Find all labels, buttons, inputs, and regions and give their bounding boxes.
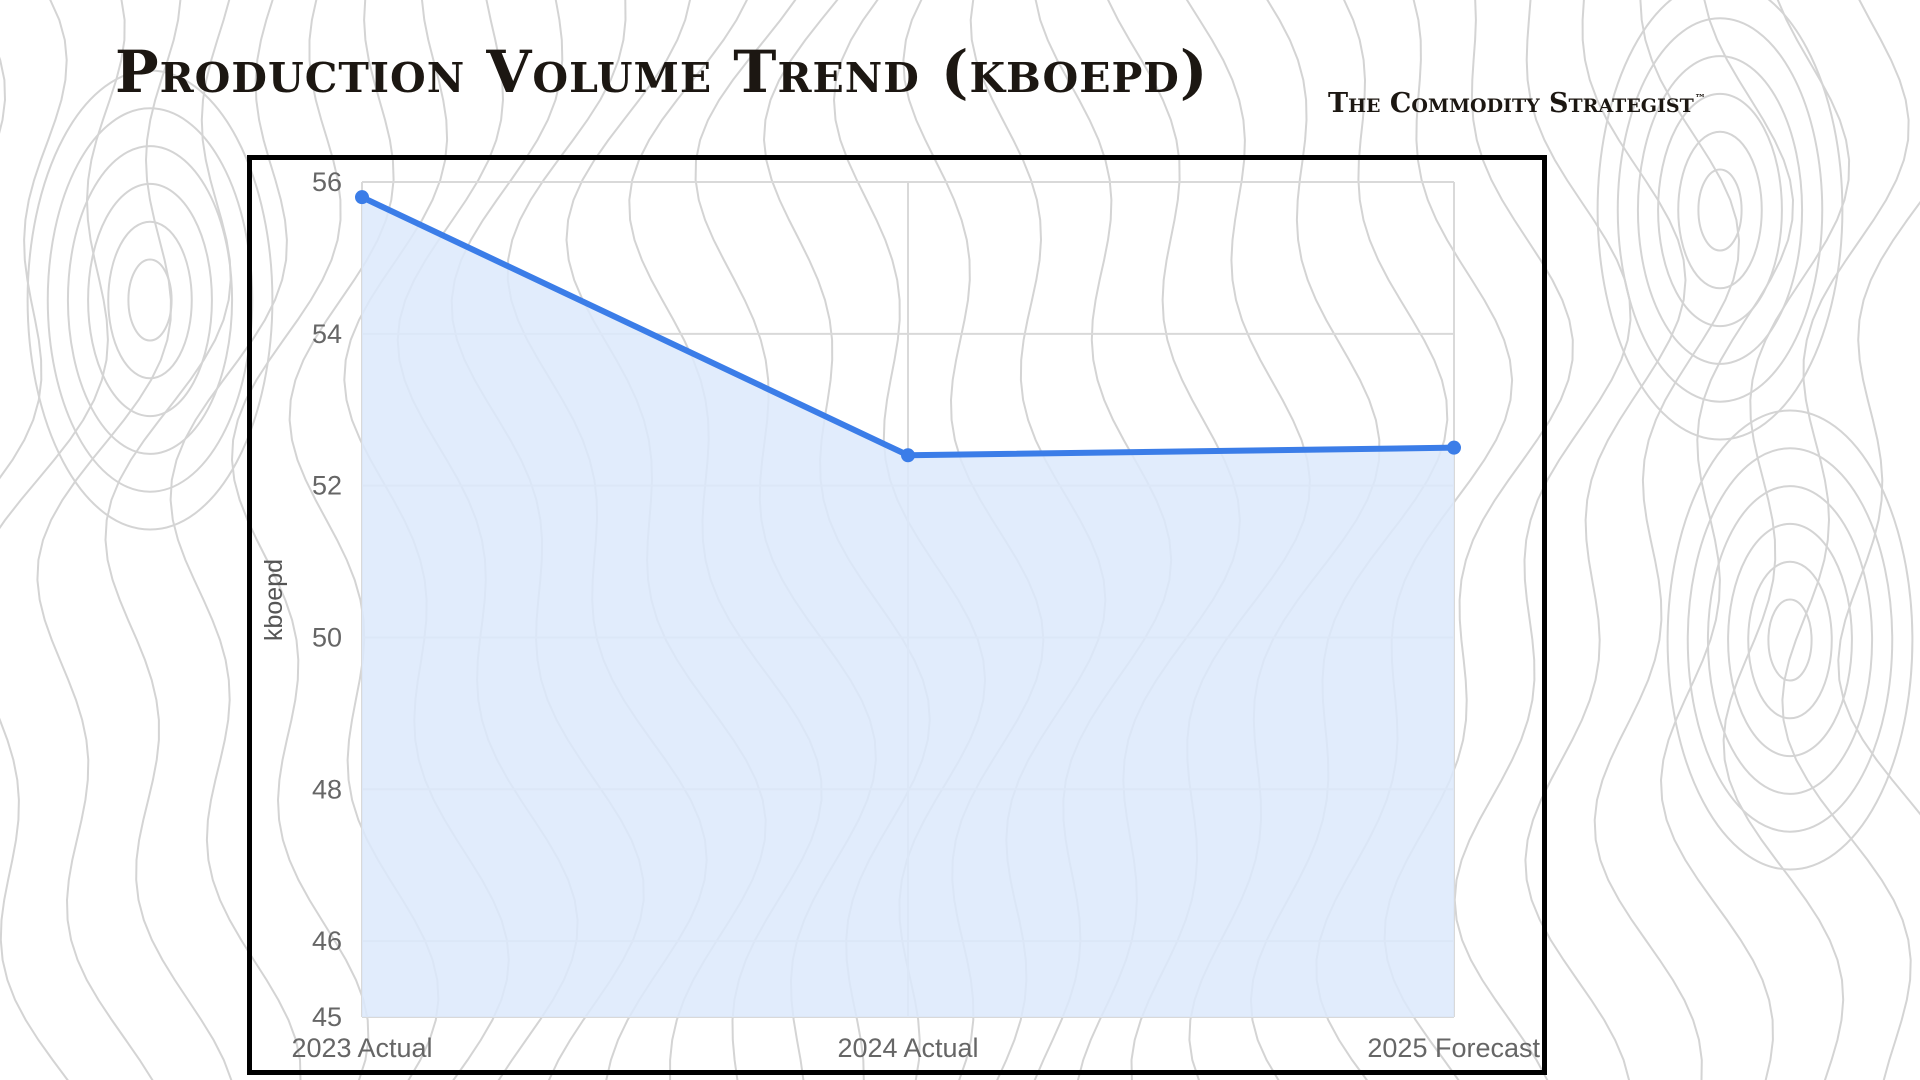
contour-line <box>230 0 370 1080</box>
x-tick-label: 2024 Actual <box>837 1033 978 1063</box>
y-tick-label: 56 <box>312 167 342 197</box>
series-area <box>362 197 1454 1017</box>
contour-line <box>1781 0 1912 1080</box>
chart-frame: 45 46 48 50 52 54 56 2023 Actual 2024 Actual 2025… <box>247 155 1547 1075</box>
trademark-mark: ™ <box>1694 92 1706 105</box>
contour-ring <box>1767 598 1813 682</box>
brand-wordmark: The Commodity Strategist™ <box>1328 88 1706 119</box>
y-tick-label: 48 <box>312 774 342 804</box>
contour-ring <box>127 258 173 342</box>
x-tick-label: 2023 Actual <box>291 1033 432 1063</box>
contour-ring <box>1666 409 1914 871</box>
contour-line <box>1659 0 1795 1080</box>
y-tick-label: 50 <box>312 622 342 652</box>
contour-ring <box>1727 522 1853 758</box>
contour-line <box>169 0 302 1080</box>
production-volume-chart: 45 46 48 50 52 54 56 2023 Actual 2024 Actual 2025… <box>260 167 1540 1063</box>
contour-line <box>36 0 182 1080</box>
contour-line <box>1722 0 1851 1080</box>
contour-ring <box>1596 0 1844 441</box>
contour-ring <box>1706 485 1874 795</box>
contour-ring <box>87 182 213 418</box>
contour-ring <box>107 220 193 380</box>
x-tick-label: 2025 Forecast <box>1367 1033 1540 1063</box>
slide-title: Production Volume Trend (kboepd) <box>115 38 1209 106</box>
data-point-1[interactable] <box>355 190 369 205</box>
contour-ring <box>1697 168 1743 252</box>
contour-ring <box>26 69 274 531</box>
contour-line <box>1453 0 1632 1080</box>
contour-ring <box>1636 55 1804 365</box>
data-point-3[interactable] <box>1447 440 1461 455</box>
contour-ring <box>46 107 254 493</box>
contour-ring <box>1686 447 1894 833</box>
y-tick-label: 45 <box>312 1002 342 1032</box>
contour-line <box>1524 0 1687 1080</box>
y-tick-label: 54 <box>312 319 342 349</box>
contour-line <box>1837 200 1920 816</box>
contour-ring <box>1616 17 1824 403</box>
contour-line <box>104 0 233 1080</box>
contour-ring <box>1657 92 1783 328</box>
contour-ring <box>66 145 234 455</box>
y-tick-label: 46 <box>312 926 342 956</box>
data-point-2[interactable] <box>901 448 915 463</box>
y-tick-label: 52 <box>312 471 342 501</box>
contour-ring <box>1677 130 1763 290</box>
contour-line <box>0 0 68 480</box>
contour-ring <box>1747 560 1833 720</box>
brand-name: The Commodity Strategist <box>1328 88 1694 119</box>
contour-line <box>1593 0 1741 1080</box>
contour-line <box>0 0 126 1080</box>
y-axis-label: kboepd <box>260 559 288 641</box>
